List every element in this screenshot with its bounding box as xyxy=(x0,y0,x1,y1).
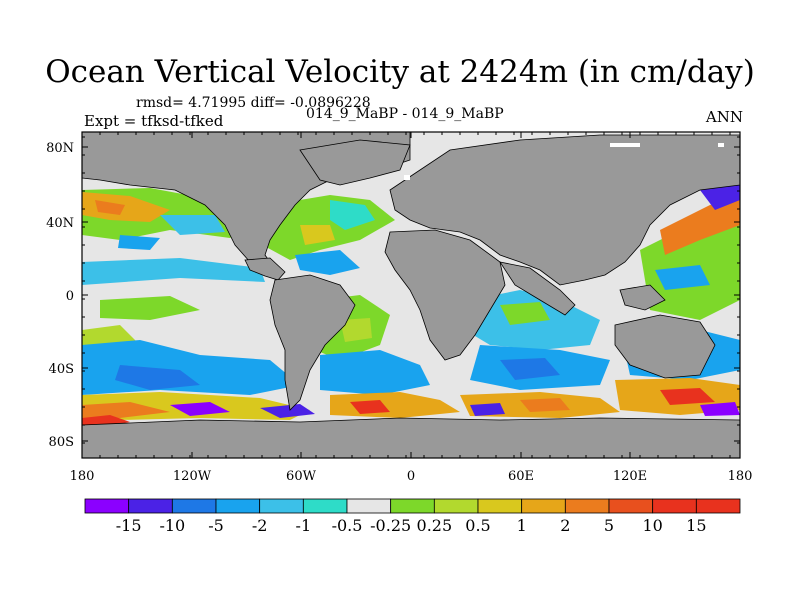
missing-cell xyxy=(404,175,410,180)
colorbar-label: 0.5 xyxy=(465,516,491,535)
australia xyxy=(614,314,716,379)
antarctica xyxy=(82,417,740,458)
field-patch xyxy=(520,398,570,412)
colorbar-swatch xyxy=(128,498,173,514)
field-patch xyxy=(100,296,200,320)
map-plot-area xyxy=(82,132,740,458)
lon-tick-label: 120E xyxy=(613,469,647,484)
lon-tick-label: 60W xyxy=(286,469,317,484)
field-patch xyxy=(118,235,160,250)
lat-tick-label: 40N xyxy=(46,216,74,231)
colorbar-label: 1 xyxy=(516,516,527,535)
colorbar-label: -0.5 xyxy=(331,516,363,535)
colorbar-swatch xyxy=(477,498,523,514)
axis-ticks xyxy=(81,132,741,458)
colorbar-label: 0.25 xyxy=(416,516,453,535)
colorbar-swatch xyxy=(259,498,304,514)
field-patch xyxy=(95,200,125,215)
field-patch xyxy=(660,388,715,405)
colorbar-label: 15 xyxy=(686,516,707,535)
colorbar-swatch xyxy=(390,498,435,514)
lon-tick-label: 180 xyxy=(70,469,95,484)
africa xyxy=(384,229,506,361)
field-patch xyxy=(320,350,430,395)
colorbar-label: 5 xyxy=(603,516,615,535)
experiment-label: Expt = tfksd-tfked xyxy=(84,112,224,130)
field-patch xyxy=(500,302,550,325)
latitude-labels: 80N 40N 0 40S 80S xyxy=(46,141,74,450)
field-patch xyxy=(260,404,315,418)
colorbar-swatch xyxy=(521,498,566,514)
colorbar-swatch xyxy=(84,498,130,514)
colorbar-label: -10 xyxy=(159,516,186,535)
longitude-labels: 180 120W 60W 0 60E 120E 180 xyxy=(70,469,753,484)
colorbar-swatch xyxy=(302,498,348,514)
missing-data-cells xyxy=(404,143,724,180)
lat-tick-label: 40S xyxy=(49,362,74,377)
lon-tick-label: 180 xyxy=(728,469,753,484)
colorbar-label: -1 xyxy=(295,516,312,535)
lon-tick-label: 120W xyxy=(173,469,212,484)
field-patch xyxy=(660,195,740,255)
colorbar-swatch xyxy=(346,498,392,514)
case-comparison-label: 014_9_MaBP - 014_9_MaBP xyxy=(306,106,504,122)
lat-tick-label: 0 xyxy=(66,289,74,304)
field-patch xyxy=(295,250,360,275)
field-patch xyxy=(655,265,710,290)
season-label: ANN xyxy=(705,108,743,126)
colorbar-label: -5 xyxy=(208,516,224,535)
field-patch xyxy=(82,402,170,420)
field-patch xyxy=(170,402,230,416)
field-patch xyxy=(330,200,375,230)
lon-tick-label: 60E xyxy=(508,469,534,484)
colorbar-swatch xyxy=(608,498,654,514)
land-masses xyxy=(82,132,740,458)
missing-cell xyxy=(610,143,640,147)
colorbar xyxy=(84,498,741,514)
colorbar-swatch xyxy=(564,498,610,514)
maritime-continent xyxy=(619,284,666,311)
india-arabia xyxy=(499,261,576,316)
field-patch xyxy=(350,400,390,414)
colorbar-label: 2 xyxy=(560,516,571,535)
field-patch xyxy=(470,403,505,416)
colorbar-label: -0.25 xyxy=(370,516,412,535)
map-title: Ocean Vertical Velocity at 2424m (in cm/… xyxy=(45,54,755,90)
field-patch xyxy=(500,358,560,380)
field-patch xyxy=(700,185,740,210)
greenland xyxy=(299,139,411,186)
colorbar-label: -2 xyxy=(251,516,268,535)
colorbar-label: -15 xyxy=(115,516,142,535)
colorbar-swatch xyxy=(433,498,479,514)
lat-tick-label: 80N xyxy=(46,141,74,156)
colorbar-label: 10 xyxy=(642,516,663,535)
field-patch xyxy=(115,365,200,390)
eurasia xyxy=(389,134,740,286)
field-patch xyxy=(340,318,372,342)
lon-tick-label: 0 xyxy=(407,469,415,484)
missing-cell xyxy=(718,143,724,147)
colorbar-swatch xyxy=(695,498,741,514)
field-patch xyxy=(700,402,740,416)
lat-tick-label: 80S xyxy=(49,435,74,450)
field-patch xyxy=(300,225,335,245)
colorbar-swatch xyxy=(652,498,697,514)
field-patch xyxy=(82,258,265,285)
south-america xyxy=(269,274,356,411)
field-patch xyxy=(160,215,225,235)
colorbar-swatch xyxy=(215,498,261,514)
field-patch xyxy=(82,192,170,222)
rmsd-diff-stats: rmsd= 4.71995 diff= -0.0896228 xyxy=(136,95,371,111)
colorbar-swatch xyxy=(171,498,217,514)
